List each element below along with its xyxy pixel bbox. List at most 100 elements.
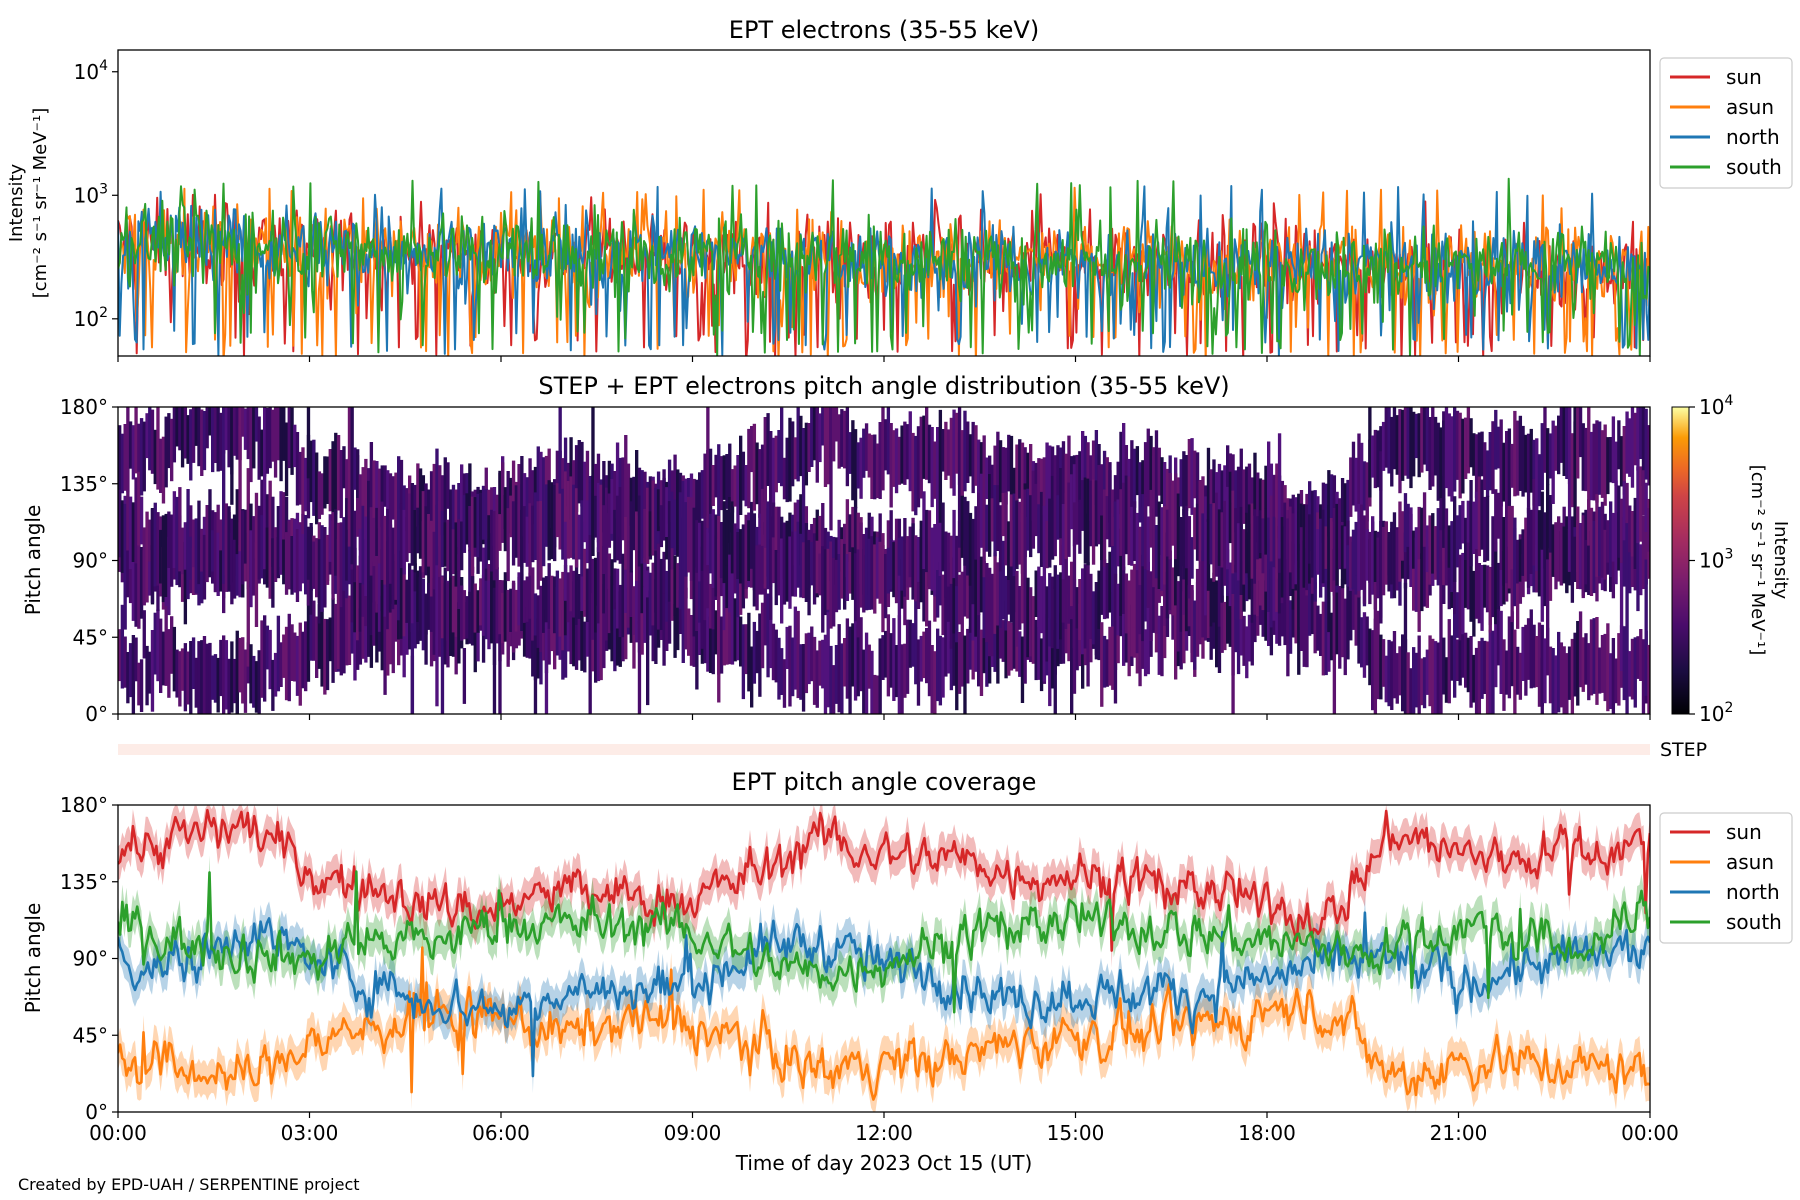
heatmap-cell [1392, 631, 1397, 699]
heatmap-cell [774, 629, 778, 683]
heatmap-cell [1592, 520, 1596, 594]
heatmap-cell [383, 614, 387, 695]
heatmap-cell [1496, 562, 1501, 610]
heatmap-cell [323, 618, 327, 695]
heatmap-cell [298, 524, 302, 592]
heatmap-cell [894, 645, 899, 698]
heatmap-cell [435, 448, 439, 535]
heatmap-cell [402, 554, 406, 637]
heatmap-cell [875, 443, 880, 498]
heatmap-cell [1163, 462, 1167, 514]
heatmap-cell [1354, 457, 1358, 512]
heatmap-cell [1532, 439, 1536, 506]
heatmap-cell [399, 459, 404, 509]
heatmap-cell [1458, 554, 1462, 641]
heatmap-cell [238, 637, 242, 693]
heatmap-cell [1381, 639, 1386, 687]
heatmap-cell [1048, 573, 1052, 647]
heatmap-cell [1132, 448, 1137, 508]
heatmap-cell [180, 407, 185, 468]
heatmap-cell [1083, 477, 1088, 564]
heatmap-cell [678, 492, 683, 566]
heatmap-cell [145, 413, 149, 459]
heatmap-cell [1113, 573, 1118, 704]
heatmap-cell [1401, 409, 1405, 481]
heatmap-cell [845, 554, 850, 601]
heatmap-cell [418, 514, 423, 559]
heatmap-cell [760, 545, 765, 595]
heatmap-cell [851, 506, 855, 582]
heatmap-cell [186, 489, 190, 600]
heatmap-cell [687, 496, 691, 556]
heatmap-cell [170, 418, 174, 482]
heatmap-cell [413, 510, 417, 573]
heatmap-cell [238, 425, 242, 552]
heatmap-cell [1179, 595, 1183, 670]
heatmap-cell [993, 445, 997, 520]
heatmap-cell [908, 619, 912, 668]
heatmap-cell [1056, 445, 1060, 530]
heatmap-cell [1630, 511, 1635, 557]
heatmap-cell [1425, 649, 1430, 695]
heatmap-cell [1067, 594, 1071, 662]
heatmap-cell [1097, 570, 1101, 629]
heatmap-cell [648, 572, 653, 636]
heatmap-cell [574, 445, 579, 512]
heatmap-cell [1469, 418, 1473, 468]
heatmap-cell [963, 540, 967, 617]
heatmap-cell [1403, 493, 1408, 553]
heatmap-cell [473, 583, 477, 633]
heatmap-cell [807, 632, 811, 685]
heatmap-cell [1477, 432, 1482, 487]
heatmap-cell [905, 536, 910, 588]
heatmap-cell [153, 502, 157, 587]
heatmap-cell [1009, 622, 1014, 671]
heatmap-cell [1157, 447, 1161, 496]
heatmap-cell [1228, 593, 1233, 647]
heatmap-cell [845, 407, 850, 487]
heatmap-cell [1628, 418, 1632, 477]
heatmap-cell [293, 518, 297, 593]
heatmap-cell [1433, 641, 1438, 714]
heatmap-cell [998, 440, 1003, 503]
heatmap-cell [1236, 590, 1241, 675]
heatmap-cell [840, 643, 844, 714]
heatmap-cell [416, 507, 420, 554]
heatmap-cell [1160, 457, 1164, 504]
heatmap-cell [1606, 623, 1610, 712]
heatmap-cell [1012, 612, 1016, 669]
heatmap-cell [925, 509, 929, 573]
heatmap-cell [1472, 501, 1476, 554]
heatmap-cell [1518, 415, 1523, 491]
heatmap-cell [1639, 407, 1643, 459]
heatmap-cell [501, 462, 505, 543]
heatmap-cell [689, 497, 694, 581]
heatmap-cell [205, 407, 209, 449]
heatmap-cell [137, 423, 141, 487]
heatmap-cell [137, 542, 141, 629]
heatmap-cell [1146, 428, 1150, 507]
heatmap-cell [1439, 427, 1443, 499]
heatmap-cell [224, 407, 229, 451]
heatmap-cell [230, 518, 234, 605]
heatmap-cell [1466, 539, 1471, 610]
heatmap-cell [700, 470, 705, 519]
heatmap-cell [1037, 458, 1041, 509]
heatmap-cell [1217, 509, 1222, 566]
heatmap-cell [585, 450, 590, 524]
heatmap-cell [427, 514, 431, 567]
heatmap-cell [782, 522, 787, 605]
heatmap-cell [1622, 626, 1626, 701]
heatmap-cell [1598, 421, 1602, 495]
heatmap-cell [1267, 441, 1271, 528]
heatmap-cell [211, 530, 215, 572]
heatmap-cell [457, 483, 461, 548]
heatmap-cell [643, 471, 647, 536]
heatmap-cell [446, 462, 450, 509]
heatmap-cell [1138, 526, 1142, 585]
heatmap-cell [1007, 521, 1011, 580]
heatmap-cell [1116, 583, 1120, 636]
heatmap-cell [851, 420, 855, 501]
heatmap-cell [1551, 648, 1555, 714]
heatmap-cell [1280, 480, 1285, 542]
